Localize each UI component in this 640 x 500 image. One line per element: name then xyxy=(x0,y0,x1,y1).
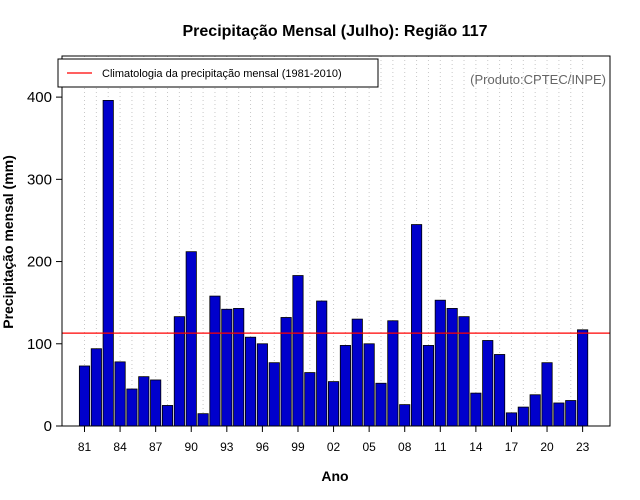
x-tick-label: 14 xyxy=(469,440,483,454)
bar-2010 xyxy=(422,345,434,427)
bars-group xyxy=(78,100,589,427)
bar-1984 xyxy=(114,361,126,427)
bar-1991 xyxy=(197,413,209,427)
x-tick-label: 05 xyxy=(362,440,376,454)
bar-2016 xyxy=(494,354,506,427)
bar-2021 xyxy=(553,402,565,427)
bar-2005 xyxy=(363,343,375,427)
bar-1983 xyxy=(102,100,114,427)
bar-1990 xyxy=(185,251,197,427)
x-tick-label: 96 xyxy=(256,440,270,454)
bar-2011 xyxy=(434,299,446,427)
y-axis: 0 100 200 300 400 xyxy=(27,89,62,435)
bar-2017 xyxy=(505,412,518,427)
bar-1992 xyxy=(209,295,221,427)
y-tick-label: 100 xyxy=(27,336,52,353)
legend-label: Climatologia da precipitação mensal (198… xyxy=(102,68,342,80)
x-tick-label: 99 xyxy=(291,440,305,454)
y-axis-label: Precipitação mensal (mm) xyxy=(0,155,16,329)
bar-2007 xyxy=(387,320,399,427)
legend: Climatologia da precipitação mensal (198… xyxy=(57,58,379,88)
x-tick-label: 11 xyxy=(434,440,447,454)
bar-2020 xyxy=(541,362,553,427)
bar-2006 xyxy=(375,382,387,427)
bar-1982 xyxy=(90,348,102,427)
x-axis-label: Ano xyxy=(321,468,348,484)
bar-1995 xyxy=(244,336,257,427)
source-label: (Produto:CPTEC/INPE) xyxy=(470,72,606,87)
y-tick-label: 400 xyxy=(27,89,52,106)
x-tick-label: 87 xyxy=(149,440,163,454)
bar-1988 xyxy=(161,405,174,427)
bar-1999 xyxy=(292,275,304,427)
grid-lines xyxy=(84,56,584,426)
bar-1985 xyxy=(126,388,138,427)
plot-frame xyxy=(61,55,611,427)
y-tick-label: 200 xyxy=(27,254,52,271)
bar-2012 xyxy=(446,308,458,427)
y-tick-label: 0 xyxy=(44,418,52,435)
bar-2004 xyxy=(351,318,363,427)
legend-box xyxy=(57,58,379,88)
bar-1996 xyxy=(256,343,268,427)
x-axis: 81 84 87 90 93 96 99 02 05 08 11 14 17 20 23 xyxy=(78,426,590,454)
bar-2019 xyxy=(529,394,541,427)
x-tick-label: 08 xyxy=(398,440,412,454)
x-tick-label: 81 xyxy=(78,440,92,454)
x-tick-label: 84 xyxy=(113,440,127,454)
bar-2000 xyxy=(304,372,316,427)
chart-title: Precipitação Mensal (Julho): Região 117 xyxy=(183,23,488,40)
bar-1987 xyxy=(150,379,162,427)
bar-2014 xyxy=(470,392,482,427)
bar-2018 xyxy=(517,406,529,427)
bar-2008 xyxy=(399,404,411,427)
bar-2015 xyxy=(482,340,494,427)
bar-1994 xyxy=(233,308,245,427)
bar-2003 xyxy=(339,345,351,427)
bar-2023 xyxy=(577,329,589,427)
bar-2002 xyxy=(328,381,340,427)
x-tick-label: 20 xyxy=(540,440,554,454)
bar-1998 xyxy=(280,317,292,427)
bar-1986 xyxy=(138,376,150,427)
x-tick-label: 17 xyxy=(505,440,519,454)
bar-2009 xyxy=(411,224,423,427)
x-tick-label: 93 xyxy=(220,440,234,454)
x-tick-label: 02 xyxy=(327,440,341,454)
bar-1981 xyxy=(78,365,91,427)
x-tick-label: 23 xyxy=(576,440,590,454)
bar-2001 xyxy=(316,300,328,427)
bar-1997 xyxy=(268,362,280,427)
bar-2022 xyxy=(565,400,577,427)
y-tick-label: 300 xyxy=(27,171,52,188)
x-tick-label: 90 xyxy=(185,440,199,454)
bar-1993 xyxy=(221,308,233,427)
